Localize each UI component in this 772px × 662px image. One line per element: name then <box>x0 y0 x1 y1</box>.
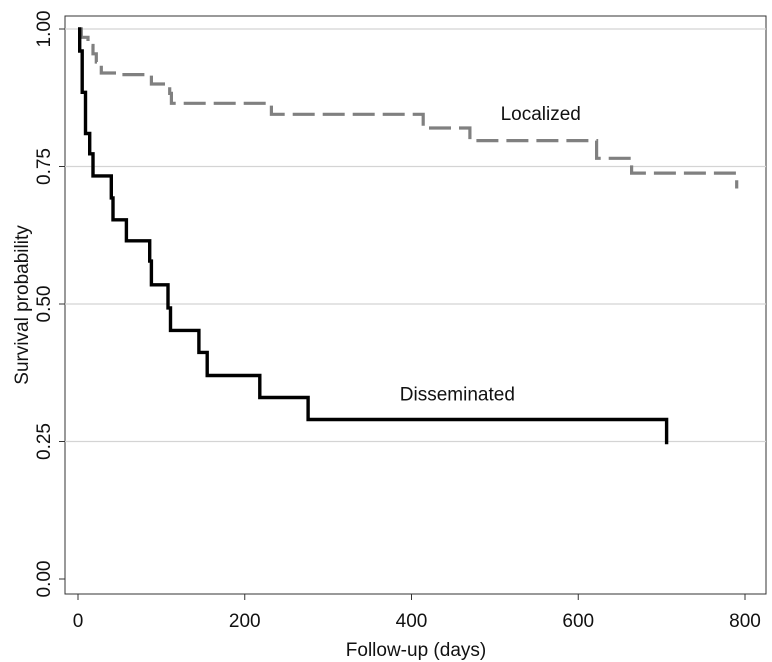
axes: 0.00 0.25 0.50 0.75 1.00 0 200 400 600 800 <box>34 11 761 632</box>
y-tick-label-0: 0.00 <box>34 561 55 598</box>
series-labels: Localized Disseminated <box>400 104 581 406</box>
x-tick-label-0: 0 <box>73 611 84 632</box>
x-tick-label-1: 200 <box>229 611 261 632</box>
series-disseminated-line <box>78 27 669 445</box>
x-tick-label-3: 600 <box>562 611 594 632</box>
series-layer <box>78 27 739 445</box>
y-tick-label-3: 0.75 <box>34 148 55 185</box>
gridlines <box>65 28 766 443</box>
y-tick-label-2: 0.50 <box>34 286 55 323</box>
x-axis-title: Follow-up (days) <box>346 640 486 661</box>
series-label-localized: Localized <box>501 104 581 125</box>
y-axis-title: Survival probability <box>12 225 33 385</box>
x-tick-label-2: 400 <box>396 611 428 632</box>
y-tick-label-4: 1.00 <box>34 11 55 48</box>
series-localized-line <box>78 27 739 189</box>
y-tick-label-1: 0.25 <box>34 423 55 460</box>
plot-frame <box>64 15 767 595</box>
x-tick-label-4: 800 <box>729 611 761 632</box>
series-label-disseminated: Disseminated <box>400 384 515 405</box>
